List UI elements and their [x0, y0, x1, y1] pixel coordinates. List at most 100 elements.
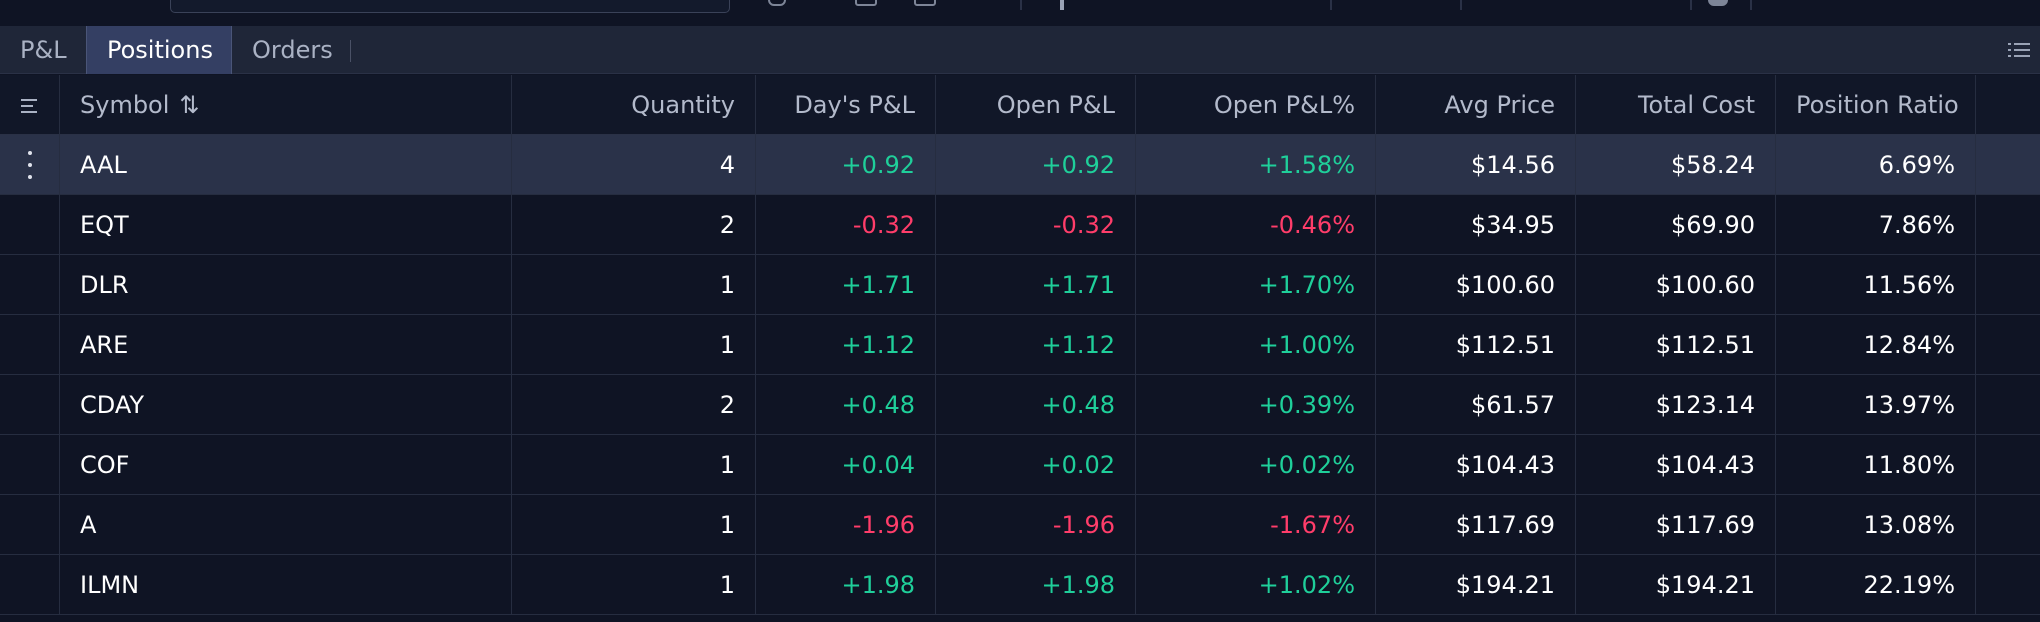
column-header-position-ratio[interactable]: Position Ratio — [1776, 75, 1976, 135]
cell-days-pl: +1.12 — [756, 315, 936, 375]
cell-avg-price: $104.43 — [1376, 435, 1576, 495]
cell-quantity: 4 — [512, 135, 756, 195]
cell-days-pl: -0.32 — [756, 195, 936, 255]
cell-open-pl-pct: +1.00% — [1136, 315, 1376, 375]
column-header-quantity[interactable]: Quantity — [512, 75, 756, 135]
cell-days-pl: +0.48 — [756, 375, 936, 435]
cell-position-ratio: 12.84% — [1776, 315, 1976, 375]
toolbar-icon-2[interactable] — [855, 0, 877, 6]
row-menu-cell[interactable] — [0, 495, 60, 555]
cell-total-cost: $123.14 — [1576, 375, 1776, 435]
cell-avg-price: $61.57 — [1376, 375, 1576, 435]
cell-avg-price: $14.56 — [1376, 135, 1576, 195]
cell-days-pl: -1.96 — [756, 495, 936, 555]
cell-open-pl: +0.92 — [936, 135, 1136, 195]
table-row-a[interactable]: A 1 -1.96 -1.96 -1.67% $117.69 $117.69 1… — [0, 495, 2040, 555]
cell-position-ratio: 11.56% — [1776, 255, 1976, 315]
cell-symbol: ILMN — [60, 555, 512, 615]
cell-filler — [1976, 135, 2040, 195]
row-menu-cell[interactable] — [0, 375, 60, 435]
cell-position-ratio: 13.08% — [1776, 495, 1976, 555]
tab-orders[interactable]: Orders — [252, 36, 333, 64]
column-header-open-pl-pct[interactable]: Open P&L% — [1136, 75, 1376, 135]
column-header-total-cost[interactable]: Total Cost — [1576, 75, 1776, 135]
table-row-cday[interactable]: CDAY 2 +0.48 +0.48 +0.39% $61.57 $123.14… — [0, 375, 2040, 435]
header-menu-cell[interactable] — [0, 75, 60, 135]
row-menu-cell[interactable] — [0, 315, 60, 375]
cell-open-pl: +1.12 — [936, 315, 1136, 375]
cell-total-cost: $69.90 — [1576, 195, 1776, 255]
cell-open-pl-pct: +1.58% — [1136, 135, 1376, 195]
cell-symbol: DLR — [60, 255, 512, 315]
tab-positions[interactable]: Positions — [86, 26, 232, 74]
cell-symbol: EQT — [60, 195, 512, 255]
cell-total-cost: $194.21 — [1576, 555, 1776, 615]
table-row-are[interactable]: ARE 1 +1.12 +1.12 +1.00% $112.51 $112.51… — [0, 315, 2040, 375]
cell-symbol: AAL — [60, 135, 512, 195]
row-menu-cell[interactable] — [0, 435, 60, 495]
cell-quantity: 1 — [512, 435, 756, 495]
cell-symbol: A — [60, 495, 512, 555]
cell-days-pl: +1.71 — [756, 255, 936, 315]
cell-open-pl-pct: -0.46% — [1136, 195, 1376, 255]
cell-open-pl-pct: -1.67% — [1136, 495, 1376, 555]
top-search-input[interactable] — [170, 0, 730, 13]
cell-total-cost: $58.24 — [1576, 135, 1776, 195]
cell-days-pl: +1.98 — [756, 555, 936, 615]
cell-open-pl: +0.02 — [936, 435, 1136, 495]
table-row-cof[interactable]: COF 1 +0.04 +0.02 +0.02% $104.43 $104.43… — [0, 435, 2040, 495]
cell-filler — [1976, 315, 2040, 375]
tab-pl[interactable]: P&L — [20, 36, 67, 64]
avatar-icon[interactable] — [1708, 0, 1728, 6]
cell-open-pl-pct: +1.70% — [1136, 255, 1376, 315]
row-menu-cell[interactable] — [0, 135, 60, 195]
sort-icon[interactable]: ⇅ — [179, 91, 200, 119]
cell-filler — [1976, 555, 2040, 615]
column-header-avg-price[interactable]: Avg Price — [1376, 75, 1576, 135]
cell-symbol: ARE — [60, 315, 512, 375]
cell-open-pl: +1.98 — [936, 555, 1136, 615]
cell-total-cost: $117.69 — [1576, 495, 1776, 555]
row-menu-cell[interactable] — [0, 195, 60, 255]
cell-quantity: 2 — [512, 195, 756, 255]
toolbar-separator — [1330, 0, 1332, 10]
cell-open-pl: +0.48 — [936, 375, 1136, 435]
column-header-open-pl[interactable]: Open P&L — [936, 75, 1136, 135]
cell-open-pl: -1.96 — [936, 495, 1136, 555]
cell-quantity: 2 — [512, 375, 756, 435]
top-toolbar — [0, 0, 2040, 26]
row-menu-cell[interactable] — [0, 255, 60, 315]
cell-filler — [1976, 435, 2040, 495]
cell-avg-price: $100.60 — [1376, 255, 1576, 315]
cell-filler — [1976, 375, 2040, 435]
toolbar-icon-3[interactable] — [914, 0, 936, 6]
cell-avg-price: $194.21 — [1376, 555, 1576, 615]
cell-open-pl: +1.71 — [936, 255, 1136, 315]
column-header-days-pl[interactable]: Day's P&L — [756, 75, 936, 135]
cell-filler — [1976, 495, 2040, 555]
table-row-eqt[interactable]: EQT 2 -0.32 -0.32 -0.46% $34.95 $69.90 7… — [0, 195, 2040, 255]
column-header-symbol[interactable]: Symbol ⇅ — [60, 75, 512, 135]
cell-position-ratio: 7.86% — [1776, 195, 1976, 255]
toolbar-separator — [1460, 0, 1462, 10]
kebab-icon[interactable] — [28, 151, 32, 179]
cell-position-ratio: 11.80% — [1776, 435, 1976, 495]
cell-avg-price: $117.69 — [1376, 495, 1576, 555]
cell-total-cost: $100.60 — [1576, 255, 1776, 315]
toolbar-icon-1[interactable] — [768, 0, 786, 6]
table-header: Symbol ⇅ Quantity Day's P&L Open P&L Open… — [0, 75, 2040, 135]
cell-total-cost: $104.43 — [1576, 435, 1776, 495]
tabs-bar: P&L Positions Orders — [0, 26, 2040, 74]
table-row-aal[interactable]: AAL 4 +0.92 +0.92 +1.58% $14.56 $58.24 6… — [0, 135, 2040, 195]
cell-position-ratio: 13.97% — [1776, 375, 1976, 435]
list-icon[interactable] — [2008, 40, 2030, 60]
column-header-filler — [1976, 75, 2040, 135]
toolbar-separator — [1020, 0, 1022, 10]
cell-position-ratio: 22.19% — [1776, 555, 1976, 615]
hamburger-icon[interactable] — [21, 99, 39, 113]
table-row-dlr[interactable]: DLR 1 +1.71 +1.71 +1.70% $100.60 $100.60… — [0, 255, 2040, 315]
table-row-ilmn[interactable]: ILMN 1 +1.98 +1.98 +1.02% $194.21 $194.2… — [0, 555, 2040, 615]
column-label: Symbol — [80, 91, 170, 119]
tab-divider — [350, 40, 351, 62]
row-menu-cell[interactable] — [0, 555, 60, 615]
